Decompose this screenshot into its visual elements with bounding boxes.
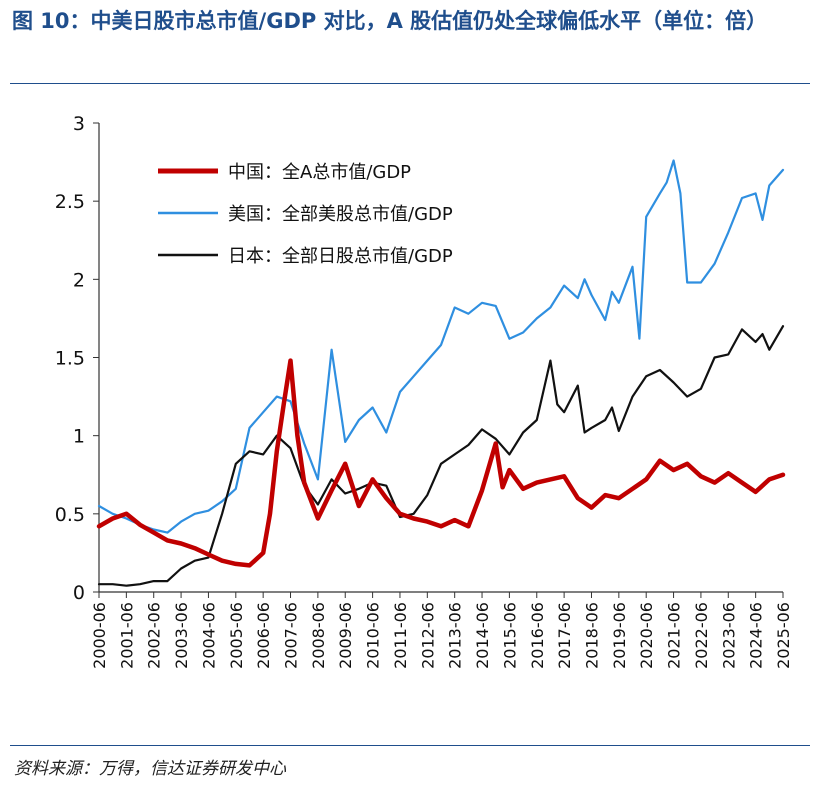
x-tick-label: 2012-06 bbox=[418, 602, 437, 669]
x-tick-label: 2025-06 bbox=[774, 602, 793, 669]
x-tick-label: 2001-06 bbox=[117, 602, 136, 669]
x-tick-label: 2008-06 bbox=[309, 602, 328, 669]
x-tick-label: 2016-06 bbox=[528, 602, 547, 669]
x-tick-label: 2010-06 bbox=[364, 602, 383, 669]
legend-label: 美国：全部美股总市值/GDP bbox=[228, 204, 453, 225]
x-tick-label: 2018-06 bbox=[582, 602, 601, 669]
y-tick-label: 0 bbox=[73, 582, 85, 604]
x-tick-label: 2019-06 bbox=[610, 602, 629, 669]
x-tick-label: 2020-06 bbox=[637, 602, 656, 669]
x-tick-label: 2009-06 bbox=[336, 602, 355, 669]
y-tick-label: 1 bbox=[73, 426, 85, 448]
chart-axes: 0 0.5 1 1.5 2 2.5 3 2000-06 2001-06 2002-06 2003-0… bbox=[55, 113, 793, 669]
legend-item-china: 中国：全A总市值/GDP bbox=[158, 162, 411, 183]
chart-title: 图 10：中美日股市总市值/GDP 对比，A 股估值仍处全球偏低水平（单位：倍） bbox=[12, 9, 768, 33]
x-tick-label: 2022-06 bbox=[692, 602, 711, 669]
chart-legend: 中国：全A总市值/GDP 美国：全部美股总市值/GDP 日本：全部日股总市值/GDP bbox=[158, 162, 453, 267]
x-tick-label: 2002-06 bbox=[145, 602, 164, 669]
y-tick-label: 0.5 bbox=[55, 504, 85, 526]
x-tick-label: 2004-06 bbox=[199, 602, 218, 669]
x-tick-label: 2003-06 bbox=[172, 602, 191, 669]
footer-divider bbox=[10, 745, 810, 746]
y-tick-label: 3 bbox=[73, 113, 85, 135]
x-tick-label: 2007-06 bbox=[282, 602, 301, 669]
legend-item-usa: 美国：全部美股总市值/GDP bbox=[158, 204, 453, 225]
series-line-japan bbox=[97, 325, 785, 587]
x-tick-label: 2015-06 bbox=[500, 602, 519, 669]
title-divider bbox=[10, 83, 810, 84]
y-tick-label: 2 bbox=[73, 269, 85, 291]
x-tick-label: 2006-06 bbox=[254, 602, 273, 669]
x-tick-label: 2017-06 bbox=[555, 602, 574, 669]
x-tick-label: 2021-06 bbox=[665, 602, 684, 669]
source-note: 资料来源：万得，信达证券研发中心 bbox=[14, 759, 286, 779]
series-line-china bbox=[96, 358, 786, 568]
series-layer bbox=[96, 159, 786, 587]
legend-item-japan: 日本：全部日股总市值/GDP bbox=[158, 246, 453, 267]
y-tick-label: 2.5 bbox=[55, 191, 85, 213]
x-tick-label: 2024-06 bbox=[747, 602, 766, 669]
y-tick-label: 1.5 bbox=[55, 348, 85, 370]
x-tick-label: 2005-06 bbox=[227, 602, 246, 669]
x-tick-label: 2014-06 bbox=[473, 602, 492, 669]
x-tick-label: 2013-06 bbox=[446, 602, 465, 669]
x-tick-label: 2023-06 bbox=[719, 602, 738, 669]
x-tick-label: 2000-06 bbox=[90, 602, 109, 669]
x-tick-label: 2011-06 bbox=[391, 602, 410, 669]
legend-label: 日本：全部日股总市值/GDP bbox=[228, 246, 453, 267]
legend-label: 中国：全A总市值/GDP bbox=[228, 162, 411, 183]
